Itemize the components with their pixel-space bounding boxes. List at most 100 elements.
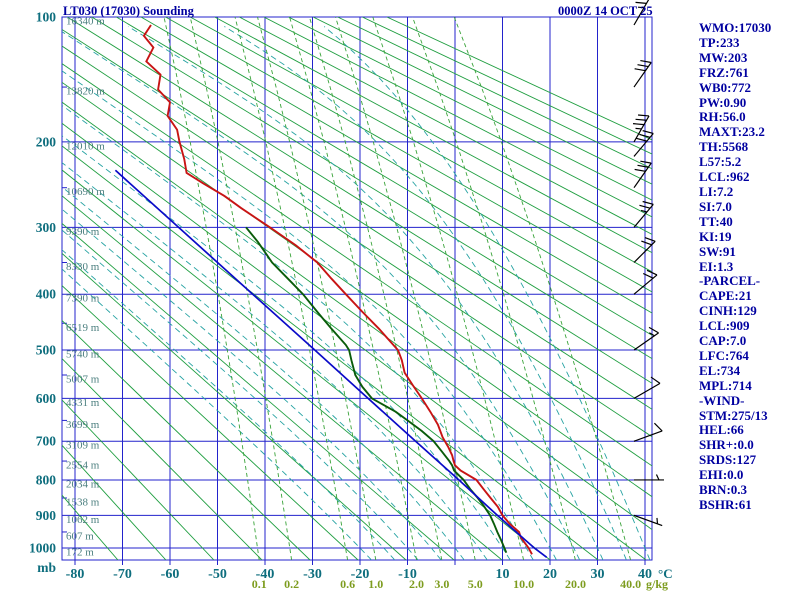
panel-stat-12: SI:7.0 [699, 198, 732, 214]
dry-adiabat-line [62, 319, 311, 560]
mixing-ratio-label: 1.0 [368, 577, 383, 591]
mixing-ratio-line [234, 17, 349, 560]
wind-barb [633, 422, 663, 442]
dewpoint-trace-line [245, 226, 508, 554]
moist-adiabat-line [62, 249, 396, 560]
panel-stat-0: WMO:17030 [699, 20, 772, 35]
temperature-label: 10 [496, 567, 510, 582]
pressure-label: 400 [36, 287, 57, 302]
panel-stat-26: STM:275/13 [699, 407, 768, 423]
wind-barb [633, 376, 661, 399]
panel-stat-17: -PARCEL- [699, 273, 761, 289]
height-label: 9390 m [66, 226, 100, 238]
dry-adiabat-line [263, 17, 652, 218]
dry-adiabat-line [165, 17, 652, 293]
dry-adiabat-line [386, 17, 652, 141]
temperature-label: -70 [113, 567, 132, 582]
panel-stat-1: TP:233 [699, 34, 740, 50]
panel-stat-29: SRDS:127 [699, 452, 757, 468]
moist-adiabats [62, 26, 651, 560]
wind-barb [633, 236, 656, 263]
dry-adiabat-line [62, 285, 359, 560]
wind-barb [633, 0, 650, 26]
moist-adiabat-line [127, 26, 604, 560]
wind-barb [632, 114, 650, 143]
height-label: 607 m [66, 530, 94, 542]
moist-adiabat-line [62, 186, 465, 560]
temperature-label: 20 [543, 567, 557, 582]
mixing-ratio-label: 20.0 [565, 577, 586, 591]
wind-barb [633, 130, 654, 157]
temperature-axis-unit: °C [658, 566, 673, 581]
stats-panel: WMO:17030 TP:233 MW:203 FRZ:761 WB0:772 PW:0.… [699, 20, 772, 513]
pressure-label: 300 [36, 220, 57, 235]
wind-barb [634, 474, 664, 481]
dry-adiabat-line [62, 45, 652, 438]
mixing-ratio-label: 40.0 [620, 577, 641, 591]
dewpoint-trace [245, 226, 508, 554]
height-label: 1062 m [66, 514, 100, 526]
dry-adiabat-line [362, 17, 652, 155]
mixing-ratio-line [308, 17, 443, 560]
mixing-ratio-line [412, 17, 576, 560]
mixing-ratio-label: 0.2 [284, 577, 299, 591]
panel-stat-22: LFC:764 [699, 347, 749, 363]
panel-stat-7: MAXT:23.2 [699, 124, 765, 140]
panel-stat-6: RH:56.0 [699, 109, 746, 125]
height-label: 5007 m [66, 374, 100, 386]
panel-stat-16: EI:1.3 [699, 258, 734, 274]
temperature-trace [142, 24, 533, 555]
moist-adiabat-line [62, 268, 372, 560]
height-label: 2034 m [66, 478, 100, 490]
dry-adiabat-line [214, 17, 652, 254]
mixing-ratio-line [453, 17, 632, 560]
panel-stat-8: TH:5568 [699, 139, 749, 155]
pressure-temperature-grid [61, 16, 653, 565]
height-label: 172 m [66, 547, 94, 559]
dry-adiabat-line [189, 17, 652, 273]
height-label: 6519 m [66, 322, 100, 334]
temperature-label: -20 [351, 567, 370, 582]
dry-adiabat-line [62, 444, 167, 560]
panel-stat-23: EL:734 [699, 362, 741, 378]
height-label: 1538 m [66, 497, 100, 509]
dry-adiabat-line [62, 101, 652, 531]
wind-barb [633, 326, 659, 351]
dry-adiabat-line [62, 195, 503, 560]
mixing-ratio-label: 0.1 [252, 577, 267, 591]
dry-adiabat-line [62, 494, 119, 560]
panel-stat-4: WB0:772 [699, 79, 751, 95]
pressure-label: 600 [36, 391, 57, 406]
height-label: 4331 m [66, 397, 100, 409]
mixing-ratio-label: 3.0 [434, 577, 449, 591]
wind-barb [633, 514, 663, 527]
temperature-trace-line [142, 24, 533, 555]
moist-adiabat-line [62, 162, 488, 560]
temperature-label: -40 [256, 567, 275, 582]
temperature-label: -30 [303, 567, 322, 582]
height-labels: 16340 m 13820 m 12010 m 10690 m 9390 m 8330 m… [66, 16, 105, 559]
wind-barb [633, 160, 652, 189]
panel-stat-20: LCL:909 [699, 318, 750, 334]
pressure-label: 200 [36, 134, 57, 149]
dry-adiabat-line [116, 17, 652, 336]
panel-stat-21: CAP:7.0 [699, 333, 747, 349]
dry-adiabat-line [62, 169, 551, 560]
height-label: 16340 m [66, 16, 105, 28]
wind-barb [633, 59, 652, 88]
pressure-labels: 100 200 300 400 500 600 700 800 900 1000 mb [29, 10, 56, 576]
dry-adiabat-line [140, 17, 652, 314]
panel-stat-24: MPL:714 [699, 377, 752, 393]
dry-adiabat-line [66, 17, 652, 384]
height-label: 3699 m [66, 419, 100, 431]
panel-stat-11: LI:7.2 [699, 183, 734, 199]
mixing-ratio-line [163, 17, 260, 560]
temperature-label: -50 [208, 567, 227, 582]
panel-stat-15: SW:91 [699, 243, 736, 259]
pressure-label: 800 [36, 472, 57, 487]
mixing-ratio-lines [163, 17, 632, 560]
mixing-ratio-line [289, 17, 418, 560]
wind-barb [633, 200, 654, 228]
